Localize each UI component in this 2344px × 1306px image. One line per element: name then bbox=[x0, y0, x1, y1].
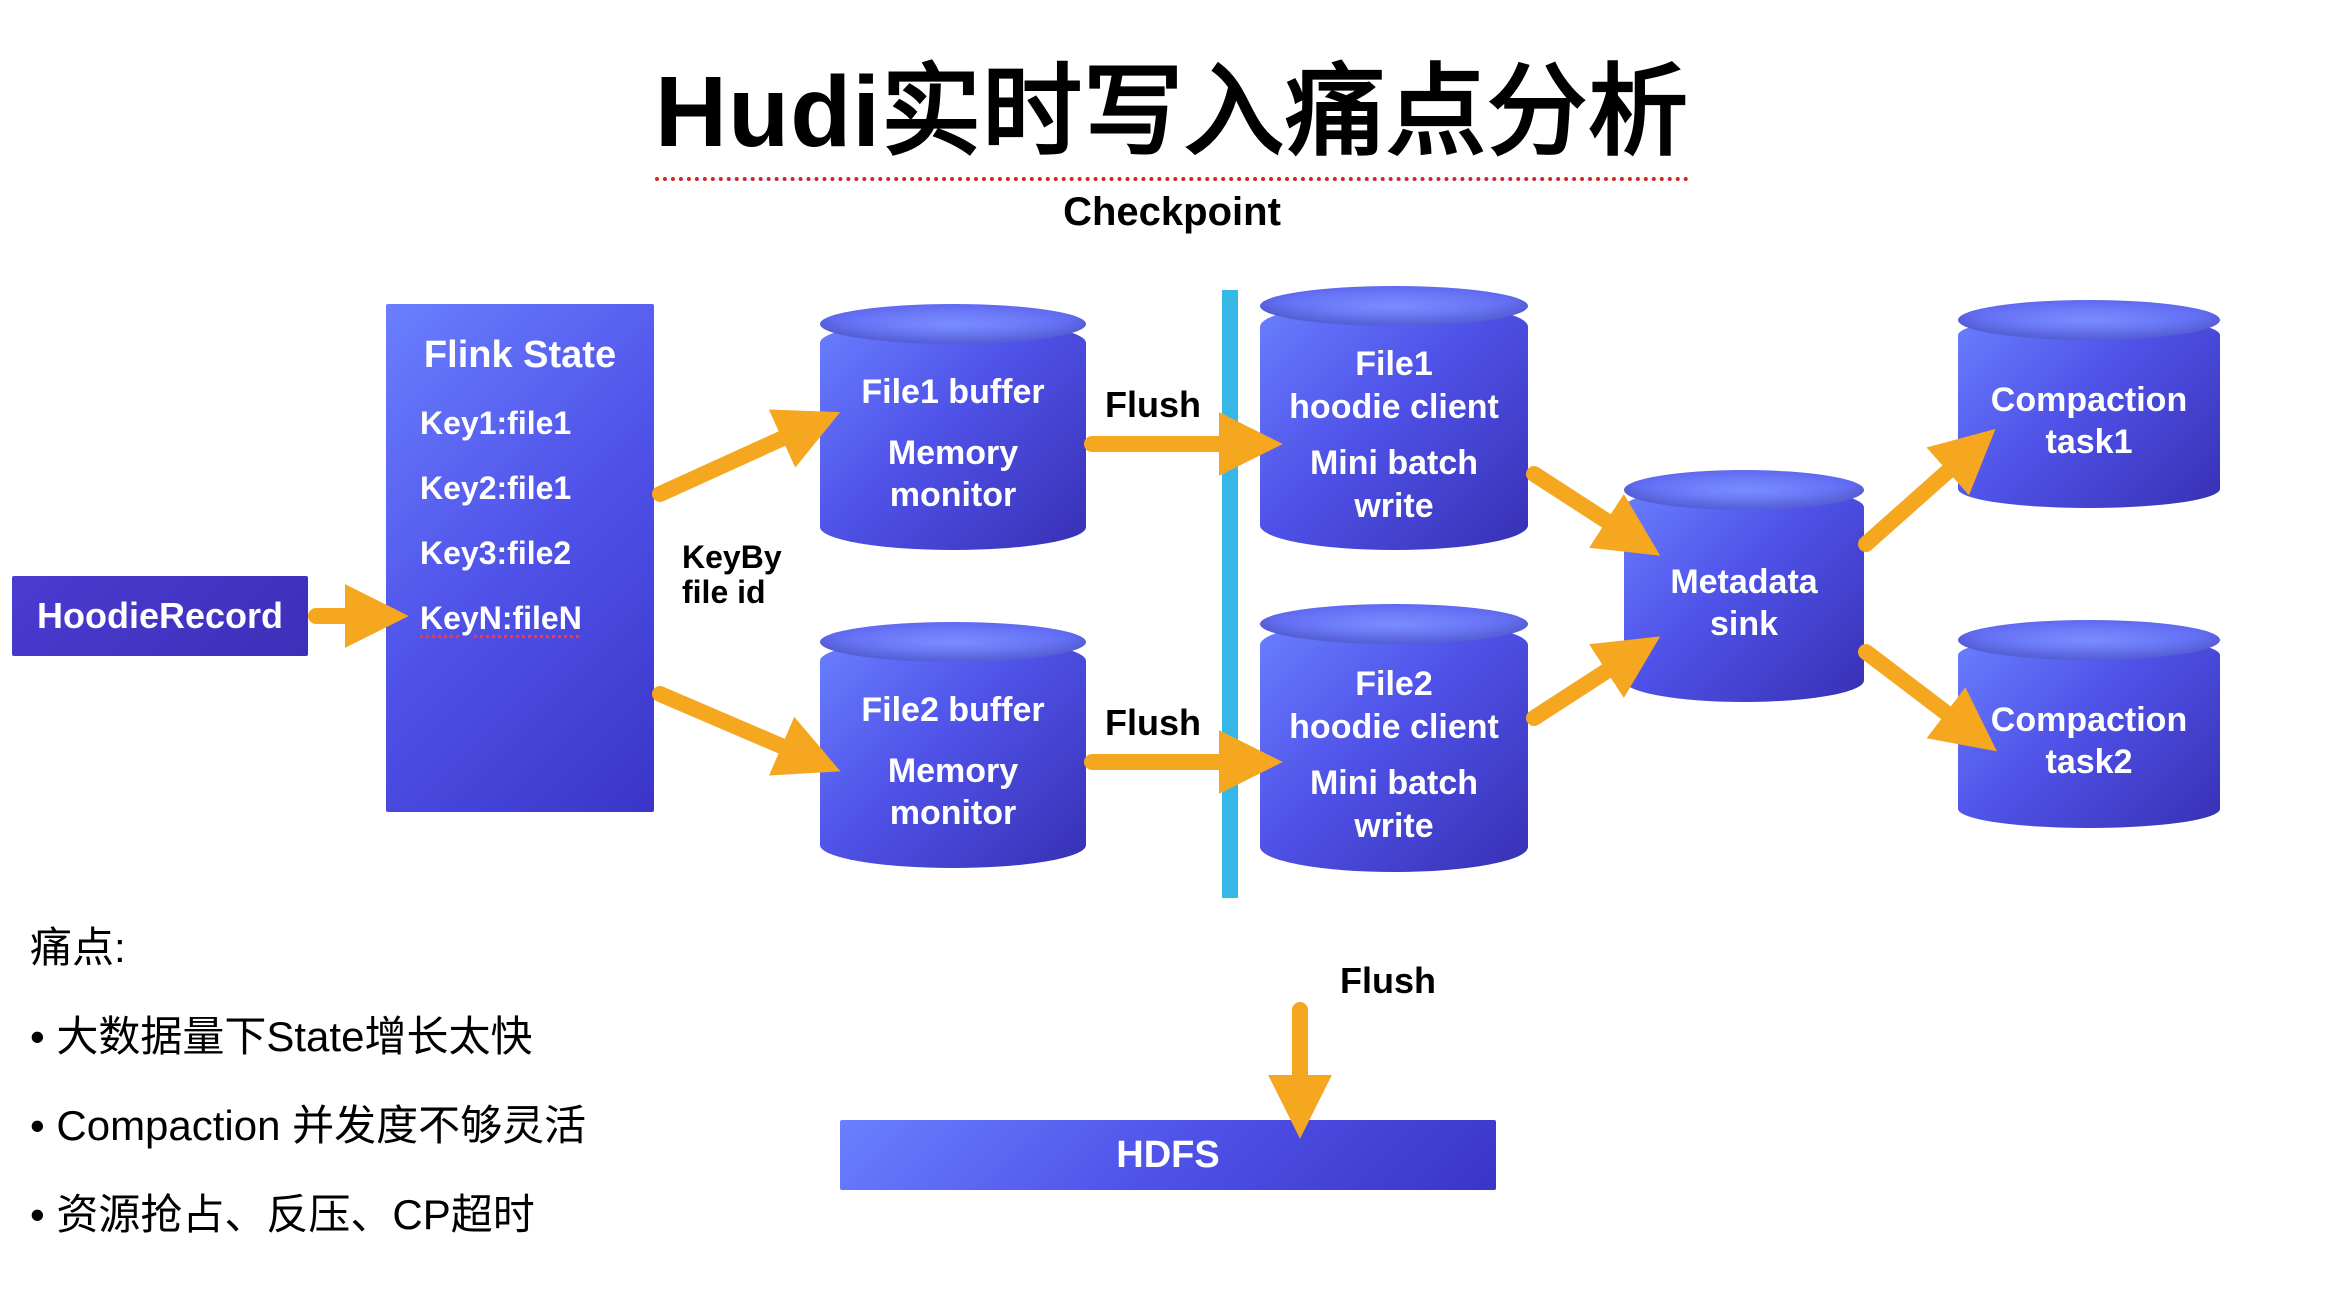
comp-line1: Compaction bbox=[1991, 699, 2187, 742]
pain-points: 痛点: 大数据量下State增长太快 Compaction 并发度不够灵活 资源… bbox=[30, 914, 586, 1270]
arrow bbox=[660, 694, 814, 760]
file2-client-node: File2 hoodie client Mini batch write bbox=[1260, 620, 1528, 872]
comp-line2: task1 bbox=[2046, 421, 2133, 464]
pain-point-item: Compaction 并发度不够灵活 bbox=[30, 1092, 586, 1153]
flink-state-row: Key3:file2 bbox=[420, 535, 620, 572]
hdfs-node: HDFS bbox=[840, 1120, 1496, 1190]
metadata-sink-node: Metadata sink bbox=[1624, 486, 1864, 702]
arrow bbox=[1534, 652, 1636, 718]
client-sub: Mini batch write bbox=[1310, 442, 1478, 527]
pain-points-header: 痛点: bbox=[30, 914, 586, 975]
flink-state-row: KeyN:fileN bbox=[420, 600, 620, 637]
file1-buffer-node: File1 buffer Memory monitor bbox=[820, 320, 1086, 550]
page-title-text: Hudi实时写入痛点分析 bbox=[655, 30, 1689, 181]
arrow bbox=[660, 424, 814, 494]
file1-client-node: File1 hoodie client Mini batch write bbox=[1260, 302, 1528, 550]
pain-point-item: 资源抢占、反压、CP超时 bbox=[30, 1181, 586, 1242]
flink-state-row: Key2:file1 bbox=[420, 470, 620, 507]
hoodie-record-label: HoodieRecord bbox=[37, 595, 283, 637]
buffer-title: File1 buffer bbox=[861, 371, 1044, 414]
compaction-task1-node: Compaction task1 bbox=[1958, 316, 2220, 508]
compaction-task2-node: Compaction task2 bbox=[1958, 636, 2220, 828]
keyby-line1: KeyBy bbox=[682, 540, 782, 575]
client-line2: hoodie client bbox=[1289, 386, 1499, 429]
client-line1: File1 bbox=[1355, 343, 1432, 386]
buffer-sub: Memory monitor bbox=[888, 750, 1018, 835]
page-title: Hudi实时写入痛点分析 bbox=[0, 30, 2344, 181]
client-line1: File2 bbox=[1355, 663, 1432, 706]
buffer-sub: Memory monitor bbox=[888, 432, 1018, 517]
meta-line1: Metadata bbox=[1670, 561, 1817, 604]
flush-label: Flush bbox=[1105, 702, 1201, 744]
file2-buffer-node: File2 buffer Memory monitor bbox=[820, 638, 1086, 868]
comp-line2: task2 bbox=[2046, 741, 2133, 784]
meta-line2: sink bbox=[1710, 603, 1778, 646]
pain-point-item: 大数据量下State增长太快 bbox=[30, 1003, 586, 1064]
flink-state-header: Flink State bbox=[420, 334, 620, 377]
flush-label: Flush bbox=[1340, 960, 1436, 1002]
flink-state-row: Key1:file1 bbox=[420, 405, 620, 442]
checkpoint-subtitle: Checkpoint bbox=[0, 190, 2344, 235]
checkpoint-line bbox=[1222, 290, 1238, 898]
flink-state-node: Flink State Key1:file1 Key2:file1 Key3:f… bbox=[386, 304, 654, 812]
hoodie-record-node: HoodieRecord bbox=[12, 576, 308, 656]
diagram-canvas: Hudi实时写入痛点分析 Checkpoint HoodieRecord Fli… bbox=[0, 0, 2344, 1306]
buffer-title: File2 buffer bbox=[861, 689, 1044, 732]
keyby-label: KeyBy file id bbox=[682, 540, 782, 610]
keyby-line2: file id bbox=[682, 575, 782, 610]
client-line2: hoodie client bbox=[1289, 706, 1499, 749]
arrow bbox=[1534, 474, 1636, 540]
hdfs-label: HDFS bbox=[1116, 1134, 1219, 1177]
comp-line1: Compaction bbox=[1991, 379, 2187, 422]
pain-points-list: 大数据量下State增长太快 Compaction 并发度不够灵活 资源抢占、反… bbox=[30, 1003, 586, 1242]
client-sub: Mini batch write bbox=[1310, 762, 1478, 847]
flush-label: Flush bbox=[1105, 384, 1201, 426]
